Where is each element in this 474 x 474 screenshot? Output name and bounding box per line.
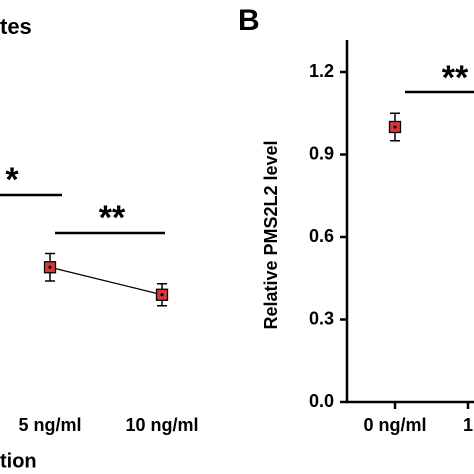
data-point-dot bbox=[393, 125, 397, 129]
significance-label: * bbox=[5, 161, 19, 199]
x-tick-label: 0 ng/ml bbox=[363, 415, 426, 435]
y-tick-label: 0.6 bbox=[309, 226, 334, 246]
y-axis-label: Relative PMS2L2 level bbox=[261, 140, 281, 329]
y-tick-label: 0.3 bbox=[309, 308, 334, 328]
significance-label: ** bbox=[99, 199, 126, 237]
data-line bbox=[49, 266, 163, 296]
data-point-dot bbox=[48, 265, 52, 269]
x-tick-label: 5 ng/ml bbox=[18, 415, 81, 435]
x-tick-label: 10 ng/ml bbox=[125, 415, 198, 435]
panel-title: tes bbox=[0, 14, 32, 39]
panel-label: B bbox=[238, 4, 260, 37]
x-tick-label: 1 bbox=[463, 415, 473, 435]
data-point-dot bbox=[160, 293, 164, 297]
y-tick-label: 0.0 bbox=[309, 391, 334, 411]
y-tick-label: 0.9 bbox=[309, 143, 334, 163]
significance-label: ** bbox=[442, 59, 469, 97]
y-tick-label: 1.2 bbox=[309, 61, 334, 81]
x-axis-label: tion bbox=[0, 450, 37, 472]
